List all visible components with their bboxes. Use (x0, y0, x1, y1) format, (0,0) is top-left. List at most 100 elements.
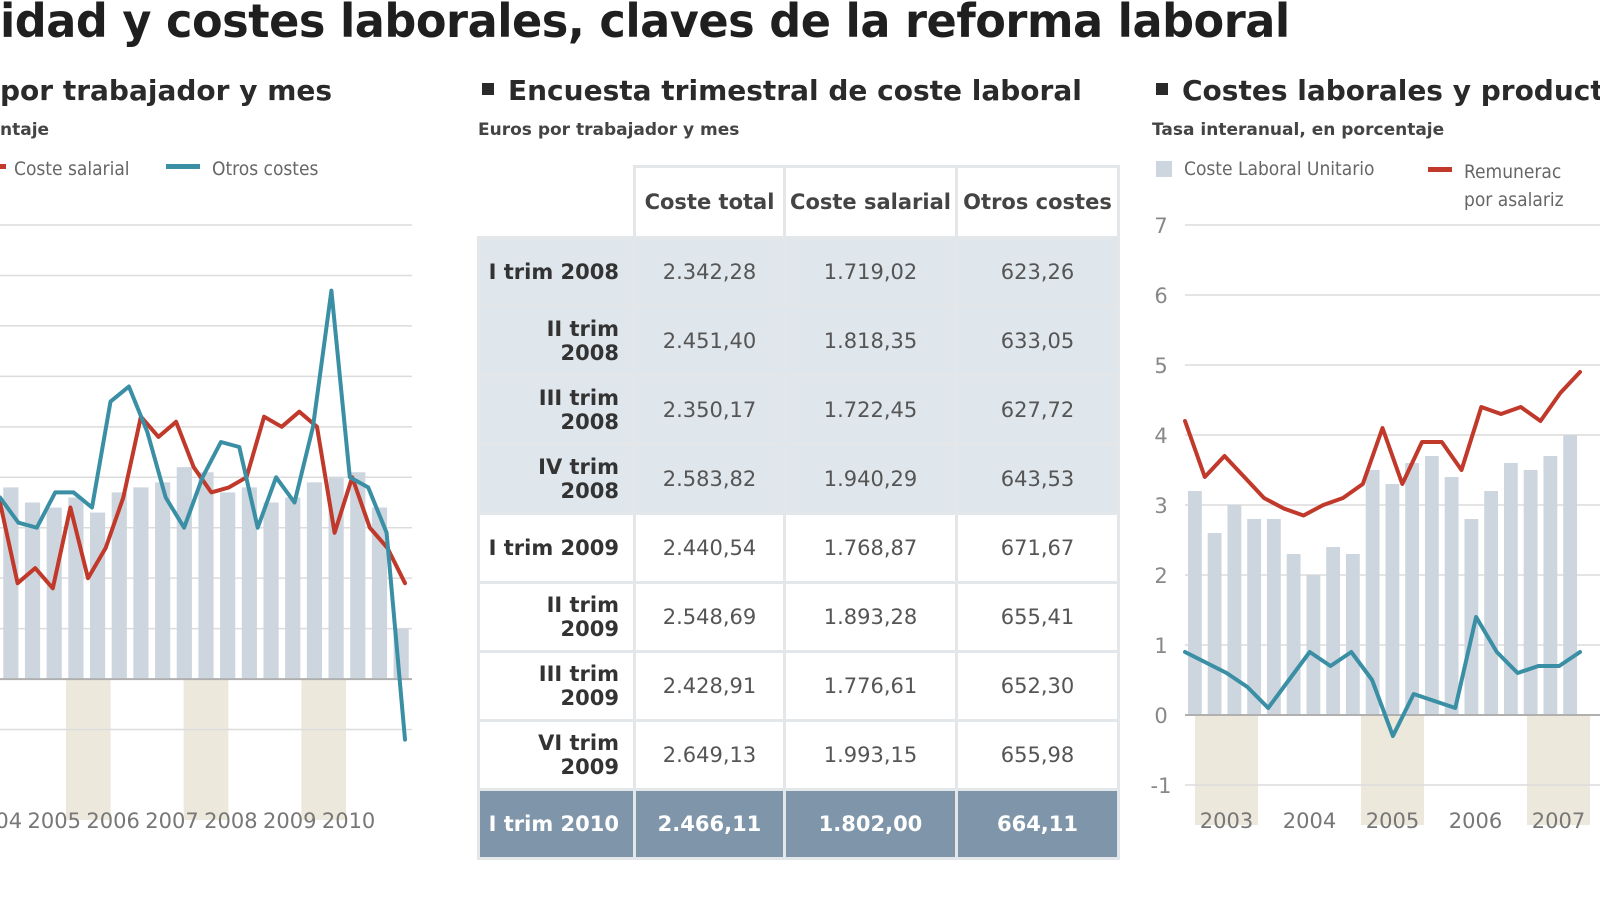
bar (1543, 456, 1558, 715)
year-band (65, 679, 111, 820)
legend-otros-costes: Otros costes (166, 158, 318, 182)
x-tick-label: 2009 (263, 809, 316, 833)
row-label: I trim 2008 (477, 236, 636, 308)
cell-coste-salarial: 1.776,61 (783, 650, 958, 722)
x-tick-label: 2005 (28, 809, 81, 833)
cell-coste-total: 2.428,91 (633, 650, 786, 722)
bar (176, 467, 192, 680)
bar (220, 492, 236, 680)
cell-coste-salarial: 1.802,00 (783, 788, 958, 860)
cell-coste-total: 2.350,17 (633, 374, 786, 446)
table-body: I trim 2008 2.342,28 1.719,02 623,26 II trim… (477, 236, 1120, 860)
y-tick-label: 5 (1154, 354, 1167, 378)
legend-label-remuneracion: Remunerac (1464, 161, 1562, 183)
table-row: IV trim 2008 2.583,82 1.940,29 643,53 (477, 443, 1120, 515)
row-label: I trim 2009 (477, 512, 636, 584)
cell-coste-salarial: 1.719,02 (783, 236, 958, 308)
legend-swatch-bar (1156, 161, 1172, 177)
series-line (0, 288, 407, 742)
y-tick-label: 7 (1154, 214, 1167, 238)
bar (1444, 477, 1459, 715)
bar (1345, 554, 1360, 715)
x-tick-label: 2006 (86, 809, 139, 833)
right-panel-title-text: Costes laborales y product (1182, 74, 1600, 107)
table-row: III trim 2008 2.350,17 1.722,45 627,72 (477, 374, 1120, 446)
bar (1523, 470, 1538, 715)
cell-coste-total: 2.440,54 (633, 512, 786, 584)
x-tick-label: 2004 (1283, 809, 1336, 833)
legend-remuneracion: Remunerac por asalariz (1428, 158, 1564, 211)
legend-swatch-red (0, 164, 6, 169)
cell-coste-total: 2.548,69 (633, 581, 786, 653)
cost-table-wrapper: Coste total Coste salarial Otros costes … (477, 165, 1120, 860)
bar (111, 492, 127, 680)
right-panel-title: Costes laborales y product (1156, 74, 1600, 107)
cell-coste-total: 2.451,40 (633, 305, 786, 377)
cell-otros-costes: 664,11 (955, 788, 1120, 860)
x-tick-label: 2006 (1449, 809, 1502, 833)
main-title: idad y costes laborales, claves de la re… (0, 0, 1290, 48)
cell-otros-costes: 623,26 (955, 236, 1120, 308)
y-tick-label: 4 (1154, 424, 1167, 448)
cell-coste-salarial: 1.768,87 (783, 512, 958, 584)
legend-label-clu: Coste Laboral Unitario (1184, 158, 1375, 180)
y-tick-label: 0 (1154, 704, 1167, 728)
legend-swatch-teal (166, 164, 200, 169)
row-label: III trim 2008 (477, 374, 636, 446)
cell-otros-costes: 652,30 (955, 650, 1120, 722)
x-tick-label: 2004 (0, 809, 22, 833)
table-row: VI trim 2009 2.649,13 1.993,15 655,98 (477, 719, 1120, 791)
legend-label-otros-costes: Otros costes (212, 158, 319, 180)
cell-coste-total: 2.583,82 (633, 443, 786, 515)
bar (1286, 554, 1301, 715)
x-tick-label: 2008 (204, 809, 257, 833)
bar (24, 502, 41, 680)
series-line (1183, 370, 1582, 518)
table-header-row: Coste total Coste salarial Otros costes (478, 165, 1120, 238)
cell-otros-costes: 627,72 (955, 374, 1120, 446)
bar (1503, 463, 1518, 715)
legend-swatch-red (1428, 167, 1452, 172)
right-chart: 7 6 5 4 3 2 1 0 -1 2003 2004 2005 2006 2007 (1151, 214, 1600, 833)
y-tick-label: -1 (1151, 774, 1172, 798)
bar (1306, 575, 1321, 715)
center-panel-title-text: Encuesta trimestral de coste laboral (508, 74, 1082, 107)
cell-coste-salarial: 1.940,29 (783, 443, 958, 515)
cell-coste-salarial: 1.818,35 (783, 305, 958, 377)
bar (46, 507, 62, 680)
bar (350, 472, 366, 680)
bar (1326, 547, 1341, 715)
bar (155, 482, 171, 680)
y-tick-label: 3 (1154, 494, 1167, 518)
y-tick-label: 6 (1154, 284, 1167, 308)
legend-label-coste-salarial: Coste salarial (14, 158, 130, 180)
bar (1266, 519, 1281, 715)
table-header-empty (478, 166, 635, 238)
cell-coste-total: 2.342,28 (633, 236, 786, 308)
bar (285, 497, 301, 680)
bar (1187, 491, 1202, 715)
legend-coste-salarial: Coste salarial (0, 158, 130, 182)
year-band (301, 679, 347, 820)
year-band (183, 679, 229, 820)
cell-otros-costes: 655,98 (955, 719, 1120, 791)
row-label: II trim 2009 (477, 581, 636, 653)
cell-otros-costes: 643,53 (955, 443, 1120, 515)
column-header-otros-costes: Otros costes (955, 165, 1120, 238)
title-bullet (1156, 83, 1168, 95)
cost-table: Coste total Coste salarial Otros costes … (477, 165, 1120, 860)
center-panel-subtitle: Euros por trabajador y mes (478, 120, 740, 140)
bar (1405, 463, 1420, 715)
x-tick-label: 2005 (1366, 809, 1419, 833)
y-tick-label: 2 (1154, 564, 1167, 588)
cell-otros-costes: 633,05 (955, 305, 1120, 377)
bar (1484, 491, 1499, 715)
center-panel-title: Encuesta trimestral de coste laboral (482, 74, 1082, 107)
left-panel-title-text: por trabajador y mes (0, 74, 333, 107)
row-label: III trim 2009 (477, 650, 636, 722)
bar (263, 502, 279, 680)
column-header-coste-total: Coste total (633, 165, 786, 238)
row-label: I trim 2010 (477, 788, 636, 860)
table-row: III trim 2009 2.428,91 1.776,61 652,30 (477, 650, 1120, 722)
